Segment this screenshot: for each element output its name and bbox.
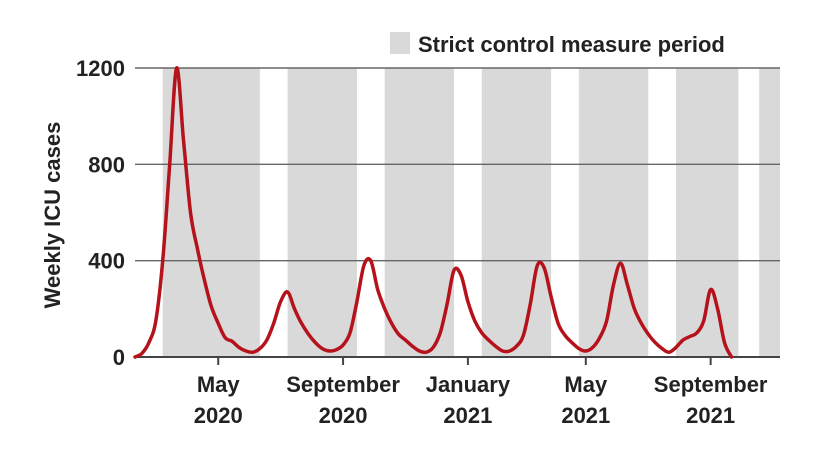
x-tick-label: 2020 (319, 403, 368, 428)
x-tick-label: May (197, 372, 241, 397)
legend: Strict control measure period (390, 32, 725, 57)
legend-label: Strict control measure period (418, 32, 725, 57)
series-line-1 (133, 66, 734, 359)
y-tick-label: 1200 (76, 56, 125, 81)
legend-swatch (390, 32, 410, 54)
x-tick-label: September (654, 372, 768, 397)
x-tick-label: 2021 (561, 403, 610, 428)
x-tick-labels: May 2020 September 2020 January 2021 May 2021 Se… (194, 357, 768, 428)
x-tick-label: 2020 (194, 403, 243, 428)
strict-period-2 (287, 68, 357, 357)
x-tick-label: January (426, 372, 511, 397)
strict-period-4 (481, 68, 552, 357)
y-tick-label: 400 (88, 249, 125, 274)
strict-period-3 (384, 68, 455, 357)
x-tick-label: September (286, 372, 400, 397)
x-tick-label: 2021 (686, 403, 735, 428)
strict-period-shading (162, 68, 780, 357)
strict-period-5 (578, 68, 649, 357)
gridlines (135, 67, 780, 358)
x-tick-label: 2021 (443, 403, 492, 428)
strict-period-1 (162, 68, 260, 357)
strict-period-6 (675, 68, 739, 357)
y-axis-label: Weekly ICU cases (40, 122, 65, 309)
y-tick-label: 800 (88, 152, 125, 177)
series-layer (133, 66, 734, 359)
y-tick-label: 0 (113, 345, 125, 370)
x-tick-label: May (564, 372, 608, 397)
strict-period-7 (759, 68, 780, 357)
y-tick-labels: 0 400 800 1200 (76, 56, 125, 370)
